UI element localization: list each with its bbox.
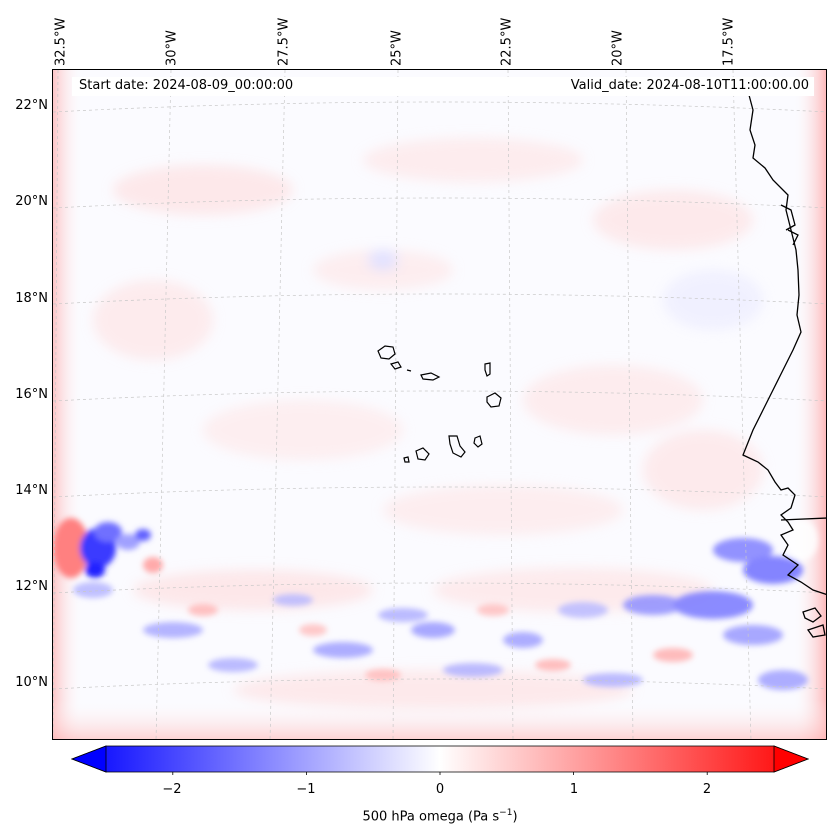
- island-boa-vista: [486, 392, 502, 408]
- island-sao-nicolau: [420, 372, 441, 381]
- colorbar-tick-label: −1: [296, 782, 316, 797]
- island-fogo: [415, 447, 430, 461]
- lat-label: 22°N: [15, 98, 48, 113]
- lat-label: 14°N: [15, 483, 48, 498]
- lat-label: 16°N: [15, 387, 48, 402]
- lon-label: 20°W: [610, 30, 626, 66]
- lat-label: 20°N: [15, 194, 48, 209]
- omega-field-plot: [53, 70, 826, 739]
- island-sao-vicente: [389, 361, 402, 370]
- lon-label: 32.5°W: [53, 17, 69, 66]
- colorbar-extend-high: [773, 745, 810, 773]
- valid-date-label: Valid_date: 2024-08-10T11:00:00.00: [570, 78, 809, 93]
- lon-label: 25°W: [389, 30, 405, 66]
- island-santa-luzia: [406, 369, 412, 372]
- gridlines: [53, 70, 826, 739]
- colorbar: [70, 745, 810, 775]
- island-sal: [484, 362, 491, 377]
- colorbar-label: 500 hPa omega (Pa s−1): [362, 808, 518, 825]
- lon-label: 22.5°W: [499, 17, 515, 66]
- header-band: [72, 77, 814, 96]
- lon-label: 30°W: [164, 30, 180, 66]
- lon-label: 17.5°W: [721, 17, 737, 66]
- lat-label: 12°N: [15, 579, 48, 594]
- omega-map-panel: [52, 69, 827, 740]
- island-brava: [403, 456, 410, 463]
- colorbar-extend-low: [70, 745, 107, 773]
- island-maio: [473, 435, 483, 448]
- omega-shading: [53, 70, 826, 739]
- colorbar-bar: [70, 745, 810, 773]
- lat-label: 10°N: [15, 675, 48, 690]
- lat-label: 18°N: [15, 291, 48, 306]
- cape-verde-islands: [377, 345, 502, 463]
- colorbar-tick-label: −2: [162, 782, 182, 797]
- island-santiago: [448, 435, 466, 458]
- colorbar-tick-label: 1: [569, 782, 579, 797]
- colorbar-tick-label: 0: [435, 782, 445, 797]
- coastlines: [742, 94, 826, 638]
- start-date-label: Start date: 2024-08-09_00:00:00: [79, 78, 294, 93]
- lon-label: 27.5°W: [276, 17, 292, 66]
- island-santo-antao: [377, 345, 396, 360]
- colorbar-tick-label: 2: [702, 782, 712, 797]
- africa-coastline: [742, 94, 826, 596]
